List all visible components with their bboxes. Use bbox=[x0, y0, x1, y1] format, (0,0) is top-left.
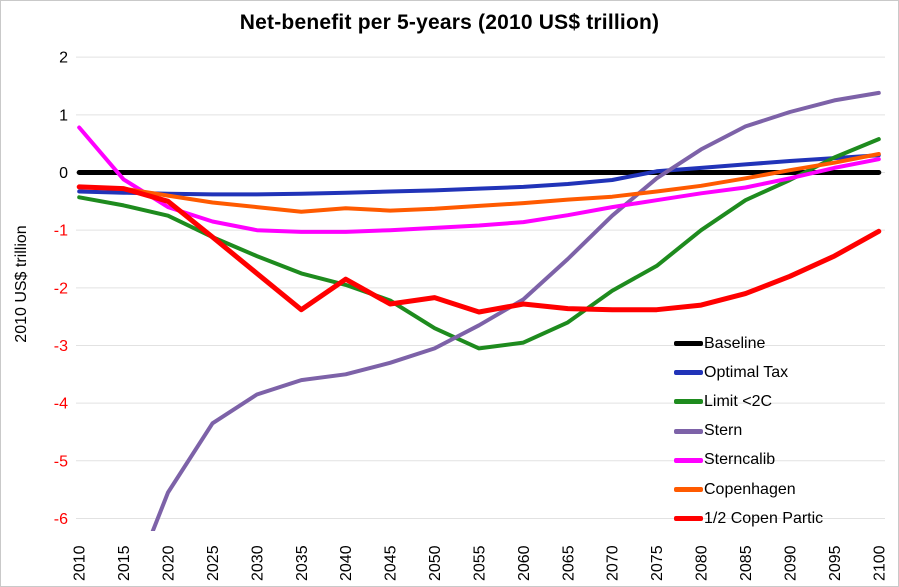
legend-label: Copenhagen bbox=[704, 480, 796, 498]
legend-line-swatch bbox=[674, 487, 703, 493]
x-tick-label: 2080 bbox=[694, 545, 711, 581]
x-tick-label: 2050 bbox=[427, 545, 444, 581]
series-line-stern bbox=[150, 90, 881, 531]
legend-label: Stern bbox=[704, 422, 743, 440]
legend-item-limit-2c: Limit <2C bbox=[674, 387, 823, 416]
x-tick-label: 2095 bbox=[827, 545, 844, 581]
y-axis-title: 2010 US$ trillion bbox=[13, 225, 30, 343]
x-tick-label: 2035 bbox=[294, 545, 311, 581]
x-tick-label: 2030 bbox=[249, 545, 266, 581]
series-line-sterncalib bbox=[77, 125, 881, 234]
legend-line-swatch bbox=[674, 399, 703, 405]
x-tick-label: 2075 bbox=[649, 545, 666, 581]
legend-line-swatch bbox=[674, 370, 703, 376]
legend-label: 1/2 Copen Partic bbox=[704, 509, 824, 527]
x-tick-label: 2020 bbox=[161, 545, 178, 581]
x-tick-label: 2065 bbox=[560, 545, 577, 581]
series-line-optimal-tax bbox=[77, 153, 881, 197]
y-tick-label: -5 bbox=[54, 453, 68, 470]
x-tick-label: 2025 bbox=[205, 545, 222, 581]
x-tick-label: 2040 bbox=[338, 545, 355, 581]
x-tick-label: 2010 bbox=[72, 545, 89, 581]
legend-item-optimal-tax: Optimal Tax bbox=[674, 358, 823, 387]
x-tick-label: 2015 bbox=[116, 545, 133, 581]
legend-label: Limit <2C bbox=[704, 392, 773, 410]
y-tick-label: 2 bbox=[59, 50, 68, 67]
x-tick-label: 2090 bbox=[782, 545, 799, 581]
y-tick-label: -3 bbox=[54, 338, 68, 355]
legend-label: Sterncalib bbox=[704, 451, 776, 469]
legend-item-baseline: Baseline bbox=[674, 329, 823, 358]
legend-line-swatch bbox=[674, 428, 703, 434]
legend-item-stern: Stern bbox=[674, 417, 823, 446]
x-tick-label: 2055 bbox=[471, 545, 488, 581]
legend-item-half-copen-partic: 1/2 Copen Partic bbox=[674, 504, 823, 533]
legend-item-sterncalib: Sterncalib bbox=[674, 446, 823, 475]
y-tick-label: 0 bbox=[59, 165, 68, 182]
chart-title: Net-benefit per 5-years (2010 US$ trilli… bbox=[239, 11, 660, 34]
x-tick-label: 2070 bbox=[605, 545, 622, 581]
y-tick-label: -6 bbox=[54, 511, 68, 528]
legend-label: Baseline bbox=[704, 334, 766, 352]
legend-line-swatch bbox=[674, 457, 703, 463]
legend-label: Optimal Tax bbox=[704, 363, 789, 381]
x-tick-label: 2060 bbox=[516, 545, 533, 581]
y-tick-label: -2 bbox=[54, 280, 68, 297]
y-tick-label: -4 bbox=[54, 396, 68, 413]
series-line-copenhagen bbox=[77, 152, 881, 214]
series-line-1-2-copen-partic bbox=[76, 184, 882, 315]
x-tick-label: 2045 bbox=[383, 545, 400, 581]
chart-legend: Baseline Optimal Tax Limit <2C Stern Ste… bbox=[674, 329, 823, 533]
legend-line-swatch bbox=[674, 341, 703, 347]
y-tick-label: 1 bbox=[59, 107, 68, 124]
legend-item-copenhagen: Copenhagen bbox=[674, 475, 823, 504]
x-tick-label: 2085 bbox=[738, 545, 755, 581]
y-tick-label: -1 bbox=[54, 223, 68, 240]
legend-line-swatch bbox=[674, 516, 703, 522]
x-tick-label: 2100 bbox=[871, 545, 888, 581]
